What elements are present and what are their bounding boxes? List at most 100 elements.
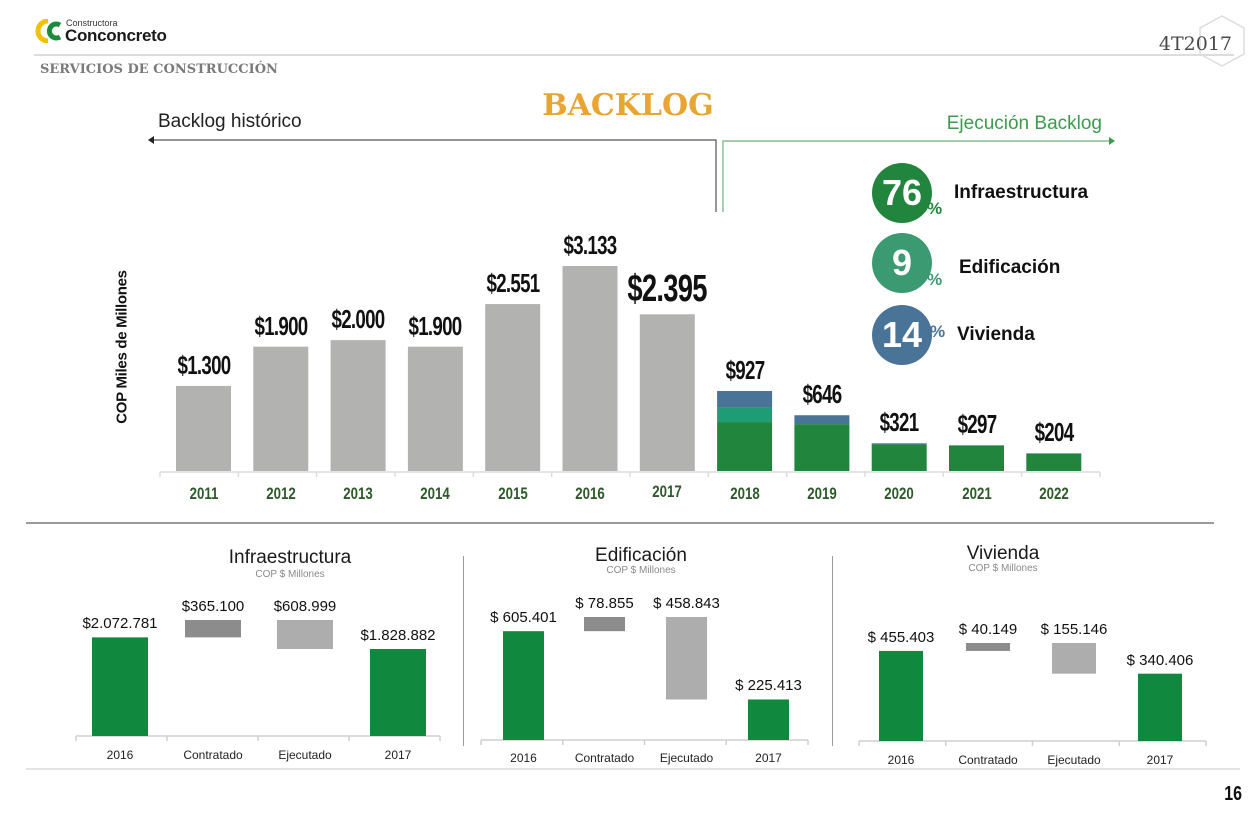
bar-value-label: $1.300 xyxy=(177,349,231,380)
bar-value-label: $1.900 xyxy=(408,310,463,341)
bar-2016 xyxy=(562,266,618,471)
badge-circle-infraestructura: 76 xyxy=(872,163,932,223)
waterfall-value-label: $ 155.146 xyxy=(1040,621,1108,638)
x-tick-label: 2016 xyxy=(575,484,605,503)
waterfall-bar-2017 xyxy=(370,648,426,736)
bar-2018-edificación xyxy=(717,407,773,423)
waterfall-value-label: $ 340.406 xyxy=(1126,651,1194,669)
bar-2011 xyxy=(176,385,231,471)
waterfall-bar-ejecutado xyxy=(277,620,333,649)
bar-2021-infraestructura xyxy=(949,445,1004,471)
waterfall-category-label: 2017 xyxy=(384,748,412,762)
waterfall-category-label: Contratado xyxy=(574,751,635,765)
bar-value-label: $646 xyxy=(802,379,842,410)
bar-2020-vivienda xyxy=(871,443,927,445)
badge-percent: % xyxy=(927,270,943,289)
waterfall-title: Edificación xyxy=(595,545,687,566)
waterfall-value-label: $2.072.781 xyxy=(82,615,158,633)
logo-icon xyxy=(35,19,62,43)
waterfall-bar-2016 xyxy=(92,637,148,736)
bar-2018-vivienda xyxy=(717,391,773,408)
waterfall-value-label: $608.999 xyxy=(273,598,337,615)
waterfall-value-label: $1.828.882 xyxy=(360,626,436,644)
waterfall-value-label: $365.100 xyxy=(181,598,245,615)
waterfall-separator xyxy=(832,556,833,746)
bar-2020-infraestructura xyxy=(871,444,927,471)
bar-value-label: $297 xyxy=(957,409,996,440)
x-tick-label: 2020 xyxy=(884,484,914,503)
bar-value-label: $927 xyxy=(725,355,764,385)
section-divider xyxy=(26,522,1214,524)
execution-arrow xyxy=(722,137,1115,212)
waterfall-subtitle: COP $ Millones xyxy=(968,563,1038,574)
bar-value-label: $3.133 xyxy=(563,230,618,260)
waterfall-bar-contratado xyxy=(185,620,241,638)
waterfall-category-label: Ejecutado xyxy=(659,751,714,765)
waterfall-value-label: $ 78.855 xyxy=(575,595,634,612)
bar-2013 xyxy=(330,340,386,471)
badge-value: 76 xyxy=(881,172,923,213)
page-number: 16 xyxy=(1224,783,1242,805)
waterfall-bar-contratado xyxy=(584,617,625,632)
waterfall-subtitle: COP $ Millones xyxy=(606,565,676,576)
bar-2015 xyxy=(485,304,541,471)
waterfall-category-label: 2017 xyxy=(1146,753,1174,767)
waterfall-value-label: $ 40.149 xyxy=(958,621,1018,638)
badge-value: 14 xyxy=(881,314,923,355)
waterfall-bar-2017 xyxy=(1138,673,1182,741)
waterfall-bar-2016 xyxy=(503,631,544,740)
bar-2019-vivienda xyxy=(794,415,850,425)
historic-label: Backlog histórico xyxy=(158,111,302,132)
waterfall-category-label: Ejecutado xyxy=(1047,753,1101,767)
waterfall-title: Vivienda xyxy=(966,543,1040,564)
x-tick-label: 2012 xyxy=(266,484,296,503)
logo-text: Conconcreto xyxy=(65,26,167,45)
bar-2019-infraestructura xyxy=(794,424,850,471)
bar-2017 xyxy=(639,314,695,471)
waterfall-bar-contratado xyxy=(966,643,1010,651)
waterfall-bar-2016 xyxy=(879,650,923,741)
logo-text-small: Constructora xyxy=(66,18,118,28)
waterfall-bar-2017 xyxy=(748,699,789,740)
waterfall-category-label: 2017 xyxy=(755,751,782,765)
bar-2014 xyxy=(407,346,463,471)
bar-2022-infraestructura xyxy=(1026,453,1082,471)
badge-percent: % xyxy=(930,322,946,341)
waterfall-separator xyxy=(463,556,464,746)
quarter-label: 4T2017 xyxy=(1158,33,1232,55)
footer-divider xyxy=(26,768,1240,770)
x-tick-label: 2015 xyxy=(497,484,528,503)
page-title: BACKLOG xyxy=(542,88,714,123)
waterfall-category-label: Ejecutado xyxy=(278,748,332,762)
x-tick-label: 2011 xyxy=(189,484,218,503)
timeline-arrows xyxy=(148,136,1115,212)
backlog-chart xyxy=(159,266,1101,477)
waterfall-category-label: Contratado xyxy=(183,748,243,762)
execution-label: Ejecución Backlog xyxy=(946,113,1102,134)
waterfall-category-label: Contratado xyxy=(958,753,1018,767)
waterfall-value-label: $ 605.401 xyxy=(490,609,557,627)
bar-2018-infraestructura xyxy=(717,422,773,471)
bar-value-label: $204 xyxy=(1034,417,1074,448)
bar-value-label: $321 xyxy=(879,407,919,438)
x-tick-label: 2018 xyxy=(729,484,760,503)
badge-label: Infraestructura xyxy=(954,182,1089,203)
waterfall-bar-ejecutado xyxy=(1052,643,1096,674)
x-tick-label: 2022 xyxy=(1039,484,1069,503)
badge-circle-vivienda: 14 xyxy=(872,305,932,365)
waterfall-value-label: $ 458.843 xyxy=(653,595,720,612)
badge-label: Vivienda xyxy=(957,324,1035,345)
waterfall-charts xyxy=(75,617,1207,746)
waterfall-bar-ejecutado xyxy=(666,617,707,700)
historic-arrow xyxy=(148,136,717,212)
waterfall-category-label: 2016 xyxy=(510,751,537,765)
bar-value-label: $2.551 xyxy=(486,268,540,299)
hexagon-icon xyxy=(1199,15,1245,67)
x-tick-label: 2014 xyxy=(420,484,451,503)
waterfall-title: Infraestructura xyxy=(228,547,352,568)
bar-value-label: $2.395 xyxy=(627,268,708,311)
section-title: SERVICIOS DE CONSTRUCCIÓN xyxy=(40,62,278,77)
waterfall-category-label: 2016 xyxy=(106,748,134,762)
bar-2012 xyxy=(253,346,309,471)
waterfall-category-label: 2016 xyxy=(887,753,915,767)
